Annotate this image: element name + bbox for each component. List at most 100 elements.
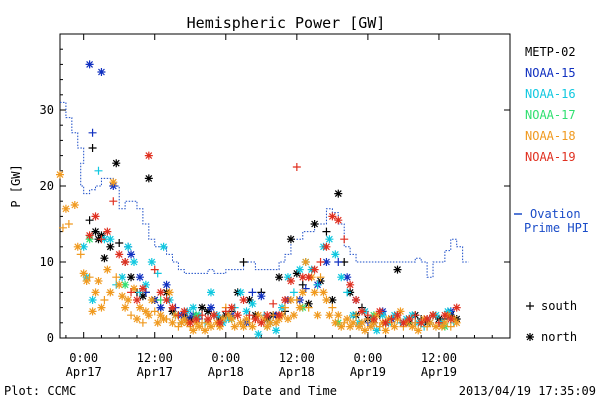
y-tick-label: 10 [40,255,54,269]
north-marker [115,250,124,259]
legend-ovation-label: Ovation [530,207,581,221]
north-marker [331,250,340,259]
north-marker [319,288,328,297]
north-marker [100,254,109,263]
north-marker [106,242,115,251]
south-marker [88,128,97,137]
north-marker [156,303,165,312]
north-marker [204,307,213,316]
north-marker [124,296,133,304]
north-marker [242,315,251,323]
north-marker [405,315,414,323]
north-marker [452,303,461,312]
north-marker [115,280,124,289]
legend-entry-noaa-15: NOAA-15 [525,66,576,80]
x-tick-label-time: 0:00 [211,351,240,365]
north-marker [135,303,144,312]
north-marker [206,303,215,312]
y-tick-label: 20 [40,179,54,193]
north-marker [378,311,387,320]
north-marker [254,330,263,339]
north-marker [281,296,289,304]
y-axis-label: P [GW] [9,164,23,207]
south-marker [97,235,106,244]
north-marker [393,311,402,320]
north-marker [198,303,207,312]
north-marker [310,265,319,274]
north-marker [257,318,266,327]
x-tick-label-date: Apr19 [421,365,457,379]
north-marker [343,315,352,323]
north-marker [112,159,121,168]
south-marker [526,302,534,310]
legend-entry-noaa-16: NOAA-16 [525,87,576,101]
north-marker [121,258,130,266]
y-axis: 0 10 20 30 [40,48,510,345]
north-marker [109,178,118,187]
south-marker [281,303,289,312]
north-marker [375,307,384,316]
north-marker [88,307,97,316]
north-marker [56,170,64,179]
north-marker [118,292,127,301]
north-marker [227,315,236,323]
legend-north-label: north [541,330,577,344]
south-marker [94,166,103,175]
north-marker [135,273,144,282]
north-marker [446,315,455,323]
north-marker [343,273,352,282]
south-marker [304,303,313,312]
north-marker [239,322,248,331]
north-marker [189,326,198,335]
north-marker [91,288,100,297]
north-marker [233,311,242,320]
north-marker [440,318,449,327]
north-marker [396,307,405,316]
north-marker [85,60,94,69]
north-marker [204,315,213,323]
x-tick-label-time: 12:00 [421,351,457,365]
north-marker [230,322,239,331]
south-marker [352,311,361,320]
north-marker [70,201,79,209]
north-marker [91,227,100,236]
chart-title: Hemispheric Power [GW] [187,14,386,32]
north-marker [286,235,295,244]
north-marker [286,296,295,304]
south-marker [292,296,301,304]
north-marker [429,311,438,320]
north-marker [263,311,272,320]
north-marker [248,299,257,308]
north-marker [437,322,446,331]
north-marker [215,318,224,327]
north-marker [168,318,177,327]
series-noaa-19 [85,151,461,327]
north-marker [390,322,399,331]
north-marker [121,280,130,289]
south-marker [174,311,183,320]
north-marker [334,189,343,198]
north-marker [254,311,263,320]
y-tick-label: 0 [47,331,54,345]
north-marker [245,296,254,304]
plot-area [56,60,469,339]
north-marker [165,288,174,297]
x-tick-label-date: Apr18 [279,365,315,379]
north-marker [381,326,390,335]
x-tick-label-date: Apr18 [208,365,244,379]
y-tick-label: 30 [40,103,54,117]
south-marker [313,280,322,289]
south-marker [138,318,147,327]
north-marker [295,265,304,274]
north-marker [103,227,112,236]
north-marker [156,288,165,297]
x-tick-label-date: Apr17 [137,365,173,379]
north-marker [526,333,534,341]
north-marker [334,311,343,320]
x-tick-label-time: 12:00 [137,351,173,365]
north-marker [236,288,245,297]
south-marker [239,258,248,266]
north-marker [349,318,358,327]
north-marker [144,151,153,160]
